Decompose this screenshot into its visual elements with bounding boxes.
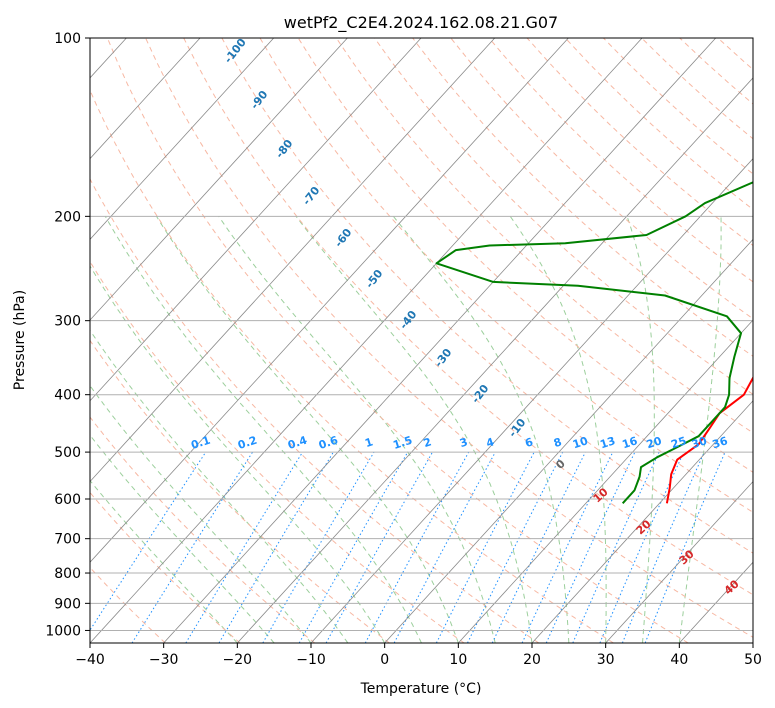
x-tick-label: 30	[597, 652, 615, 668]
mixing-ratio-line	[572, 451, 660, 643]
x-tick-label: −10	[296, 652, 326, 668]
isotherm-line	[163, 38, 717, 643]
mixing-ratio-label: 10	[571, 434, 590, 451]
mixing-ratio-line	[393, 451, 496, 643]
mixing-ratio-label: 0.6	[317, 433, 340, 451]
mixing-ratio-label: 0.4	[286, 433, 309, 451]
mixing-ratio-line	[185, 451, 304, 643]
isotherm-line	[384, 238, 753, 643]
x-tick-label: 10	[449, 652, 467, 668]
x-tick-label: 40	[670, 652, 688, 668]
dry-adiabat	[90, 339, 390, 643]
x-tick-label: −30	[149, 652, 179, 668]
mixing-ratio-label: 3	[458, 435, 469, 450]
isotherm-line	[90, 38, 496, 483]
dry-adiabat	[412, 38, 753, 357]
moist-adiabat	[626, 216, 655, 643]
temperature-line	[665, 375, 753, 504]
mixing-ratio-line	[621, 451, 705, 643]
isotherm-line	[90, 38, 275, 240]
dry-adiabat	[90, 260, 465, 643]
y-tick-label: 400	[54, 388, 81, 404]
moist-adiabat	[90, 329, 349, 643]
y-tick-label: 700	[54, 532, 81, 548]
mixing-ratio-label: 4	[485, 435, 497, 450]
moist-adiabat	[678, 216, 722, 643]
isotherm-line	[237, 77, 753, 643]
y-tick-label: 900	[54, 596, 81, 612]
x-tick-label: 20	[523, 652, 541, 668]
plot-area: -100-90-80-70-60-50-40-30-20-10010203040…	[90, 38, 753, 643]
dry-adiabat	[106, 38, 689, 643]
x-axis-ticks: −40 −30 −20 −10 0 10 20 30 40 50	[75, 643, 762, 668]
x-axis-label: Temperature (°C)	[360, 681, 482, 697]
isotherm-line	[90, 38, 348, 321]
mixing-ratio-line	[131, 451, 254, 643]
mixing-ratio-line	[364, 451, 470, 643]
y-tick-label: 600	[54, 492, 81, 508]
y-tick-label: 500	[54, 445, 81, 461]
mixing-ratio-label: 6	[523, 435, 535, 450]
y-tick-label: 200	[54, 209, 81, 225]
isotherm-line	[531, 400, 753, 643]
mixing-ratio-line	[90, 451, 207, 632]
mixing-ratio-lines	[90, 451, 726, 643]
mixing-ratio-line	[599, 451, 685, 643]
dry-adiabat	[90, 177, 540, 643]
y-tick-label: 800	[54, 566, 81, 582]
mixing-ratio-label: 25	[669, 434, 688, 451]
y-axis-label: Pressure (hPa)	[12, 290, 28, 390]
dry-adiabat	[335, 38, 753, 434]
mixing-ratio-label: 1.5	[391, 434, 414, 452]
mixing-ratio-line	[467, 451, 564, 643]
dry-adiabat	[90, 416, 316, 643]
x-tick-label: 50	[744, 652, 762, 668]
x-tick-label: 0	[380, 652, 389, 668]
profile-lines	[435, 181, 753, 504]
isotherm-line	[90, 38, 201, 160]
moist-adiabats	[90, 215, 722, 643]
isotherm-line	[458, 319, 753, 643]
mixing-ratio-label: 0.1	[189, 434, 212, 452]
moist-adiabat	[90, 479, 238, 643]
chart-title: wetPf2_C2E4.2024.162.08.21.G07	[284, 13, 558, 33]
mixing-ratio-label: 13	[598, 434, 617, 451]
moist-adiabat	[509, 216, 607, 643]
moist-adiabat	[295, 216, 533, 643]
dry-adiabat	[450, 38, 753, 320]
y-tick-label: 300	[54, 314, 81, 330]
mixing-ratio-label: 30	[690, 434, 709, 451]
mixing-ratio-label: 20	[645, 434, 664, 451]
x-tick-label: −20	[223, 652, 253, 668]
mixing-ratio-label: 1	[363, 435, 374, 450]
x-tick-label: −40	[75, 652, 105, 668]
plot-frame	[89, 37, 754, 644]
mixing-ratio-label: 2	[422, 435, 433, 450]
isotherm-line	[605, 480, 753, 643]
mixing-ratio-line	[325, 451, 433, 643]
y-tick-label: 100	[54, 31, 81, 47]
moist-adiabat	[90, 434, 275, 643]
dewpoint-line	[435, 181, 753, 504]
isotherm-line	[90, 38, 422, 402]
y-axis-ticks: 100 200 300 400 500 600 700 800 900 1000	[45, 31, 90, 639]
moist-adiabat	[156, 216, 459, 643]
isotherm-line	[90, 38, 569, 563]
mixing-ratio-label: 36	[711, 434, 730, 451]
mixing-ratio-label: 16	[621, 434, 640, 451]
isotherm-line	[310, 158, 753, 643]
y-tick-label: 1000	[45, 623, 81, 639]
isotherms	[90, 38, 753, 643]
moist-adiabat	[90, 265, 386, 643]
dry-adiabat	[90, 89, 614, 643]
dry-adiabat	[183, 38, 753, 596]
pressure-gridlines	[90, 38, 753, 631]
mixing-ratio-label: 0.2	[236, 434, 259, 452]
moist-adiabat	[90, 384, 312, 643]
isotherm-line	[90, 38, 643, 643]
mixing-ratio-label: 8	[552, 435, 563, 450]
